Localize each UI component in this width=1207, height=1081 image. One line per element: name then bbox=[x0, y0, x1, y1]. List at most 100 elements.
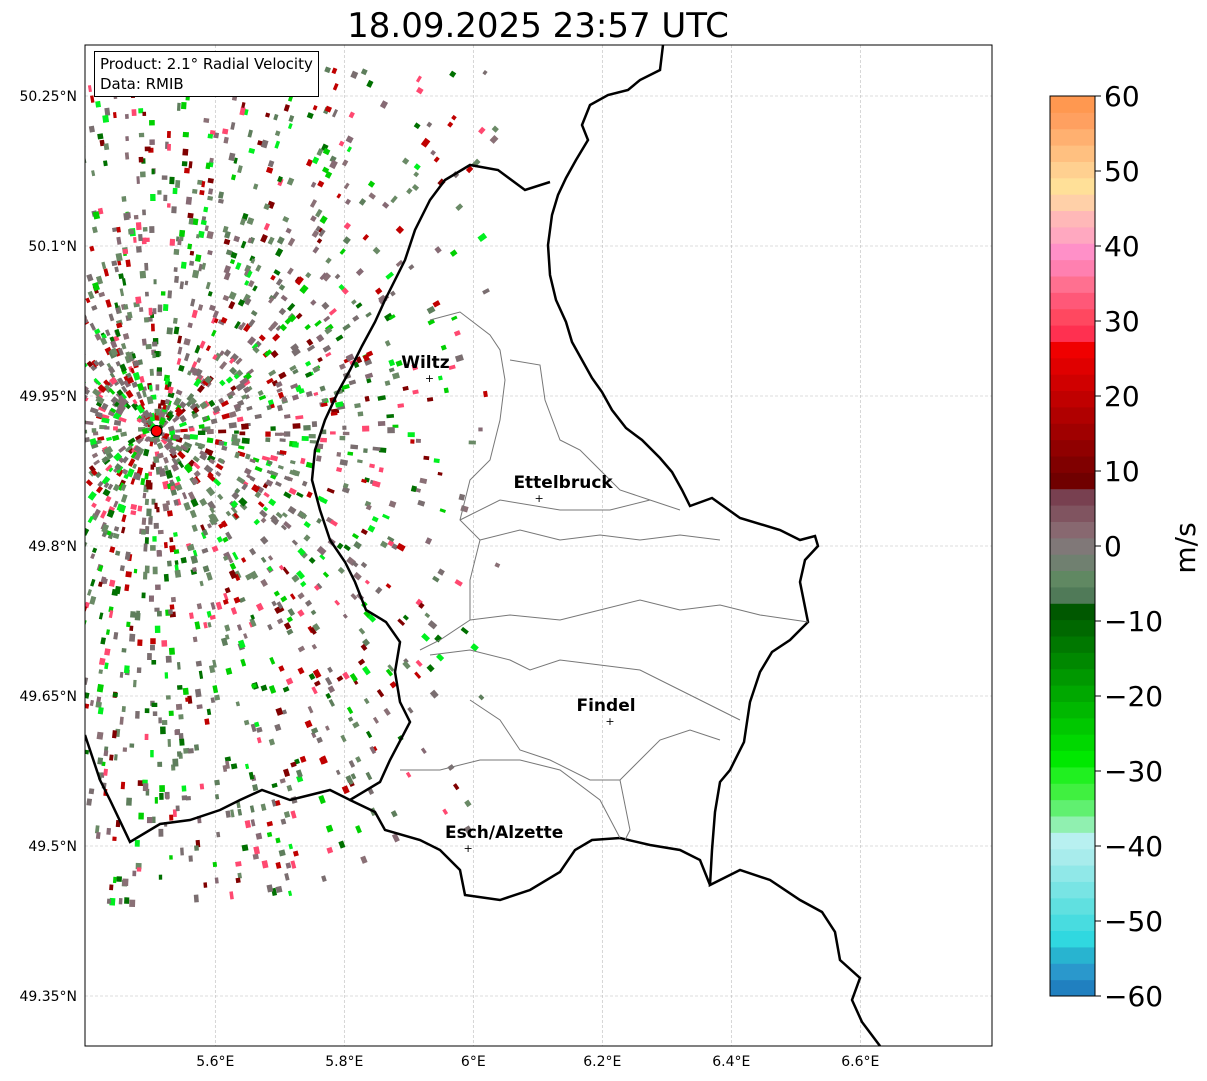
echo-pixel bbox=[208, 664, 216, 674]
echo-pixel bbox=[183, 747, 190, 754]
echo-pixel bbox=[56, 748, 62, 755]
echo-pixel bbox=[357, 459, 363, 464]
echo-pixel bbox=[379, 100, 389, 109]
echo-pixel bbox=[297, 547, 306, 557]
echo-pixel bbox=[166, 130, 171, 139]
echo-pixel bbox=[192, 455, 200, 463]
echo-pixel bbox=[234, 406, 241, 413]
echo-pixel bbox=[357, 411, 364, 417]
colorbar-segment bbox=[1050, 783, 1095, 801]
echo-pixel bbox=[134, 612, 141, 621]
echo-pixel bbox=[319, 215, 328, 224]
echo-pixel bbox=[122, 248, 129, 255]
echo-pixel bbox=[278, 849, 286, 857]
echo-pixel bbox=[184, 167, 190, 174]
echo-pixel bbox=[291, 442, 299, 448]
echo-pixel bbox=[367, 614, 377, 623]
echo-pixel bbox=[95, 701, 102, 708]
echo-pixel bbox=[141, 338, 147, 346]
echo-pixel bbox=[336, 467, 343, 473]
echo-pixel bbox=[118, 416, 127, 423]
echo-pixel bbox=[429, 689, 439, 699]
echo-pixel bbox=[233, 235, 241, 243]
echo-pixel bbox=[58, 267, 66, 276]
echo-pixel bbox=[259, 536, 269, 545]
echo-pixel bbox=[130, 451, 138, 459]
echo-pixel bbox=[114, 266, 119, 273]
echo-pixel bbox=[12, 586, 18, 593]
echo-pixel bbox=[433, 458, 440, 464]
echo-pixel bbox=[106, 446, 113, 453]
echo-pixel bbox=[28, 125, 35, 132]
echo-pixel bbox=[0, 480, 4, 486]
echo-pixel bbox=[231, 491, 240, 500]
lat-tick-label: 49.35°N bbox=[19, 989, 77, 1005]
echo-pixel bbox=[368, 192, 376, 200]
echo-pixel bbox=[189, 509, 197, 519]
echo-pixel bbox=[163, 465, 169, 472]
echo-pixel bbox=[9, 439, 14, 444]
echo-pixel bbox=[40, 416, 45, 421]
echo-pixel bbox=[144, 537, 149, 545]
echo-pixel bbox=[30, 624, 37, 632]
echo-pixel bbox=[73, 350, 80, 357]
echo-pixel bbox=[390, 810, 398, 818]
echo-pixel bbox=[104, 426, 110, 430]
echo-pixel bbox=[299, 284, 309, 294]
echo-pixel bbox=[43, 879, 48, 887]
echo-pixel bbox=[261, 860, 269, 869]
echo-pixel bbox=[77, 133, 83, 142]
echo-pixel bbox=[85, 436, 91, 443]
echo-pixel bbox=[133, 236, 137, 243]
echo-pixel bbox=[18, 164, 25, 170]
echo-pixel bbox=[37, 831, 43, 837]
echo-pixel bbox=[51, 514, 59, 522]
echo-pixel bbox=[342, 425, 347, 430]
echo-pixel bbox=[85, 429, 88, 434]
echo-pixel bbox=[275, 247, 284, 257]
echo-pixel bbox=[139, 416, 147, 423]
echo-pixel bbox=[194, 621, 201, 630]
echo-pixel bbox=[218, 440, 225, 446]
echo-pixel bbox=[482, 69, 488, 76]
echo-pixel bbox=[256, 726, 263, 733]
echo-pixel bbox=[239, 596, 246, 603]
echo-pixel bbox=[205, 571, 213, 581]
echo-pixel bbox=[150, 193, 156, 202]
echo-pixel bbox=[59, 167, 66, 175]
echo-pixel bbox=[212, 405, 221, 414]
echo-pixel bbox=[119, 716, 124, 725]
echo-pixel bbox=[275, 381, 283, 388]
echo-pixel bbox=[410, 485, 418, 493]
echo-pixel bbox=[10, 367, 18, 373]
echo-pixel bbox=[246, 217, 255, 225]
echo-pixel bbox=[287, 505, 297, 515]
echo-pixel bbox=[79, 468, 85, 474]
echo-pixel bbox=[173, 267, 178, 272]
echo-pixel bbox=[287, 237, 296, 247]
echo-pixel bbox=[97, 480, 104, 488]
echo-pixel bbox=[120, 526, 126, 534]
echo-pixel bbox=[74, 408, 80, 413]
colorbar-segment bbox=[1050, 848, 1095, 866]
echo-pixel bbox=[233, 512, 239, 519]
echo-pixel bbox=[279, 438, 286, 442]
echo-pixel bbox=[270, 350, 279, 359]
echo-pixel bbox=[44, 280, 53, 289]
echo-pixel bbox=[234, 321, 241, 330]
echo-pixel bbox=[175, 475, 182, 483]
echo-pixel bbox=[263, 491, 270, 498]
echo-pixel bbox=[33, 141, 40, 149]
echo-pixel bbox=[269, 656, 276, 665]
echo-pixel bbox=[66, 174, 71, 181]
echo-pixel bbox=[52, 748, 59, 756]
echo-pixel bbox=[50, 627, 55, 633]
echo-pixel bbox=[93, 508, 101, 517]
echo-pixel bbox=[130, 477, 136, 485]
echo-pixel bbox=[211, 545, 219, 553]
echo-pixel bbox=[1, 564, 9, 572]
echo-pixel bbox=[335, 334, 344, 342]
echo-pixel bbox=[20, 489, 26, 494]
echo-pixel bbox=[228, 300, 236, 310]
colorbar-segment bbox=[1050, 488, 1095, 506]
